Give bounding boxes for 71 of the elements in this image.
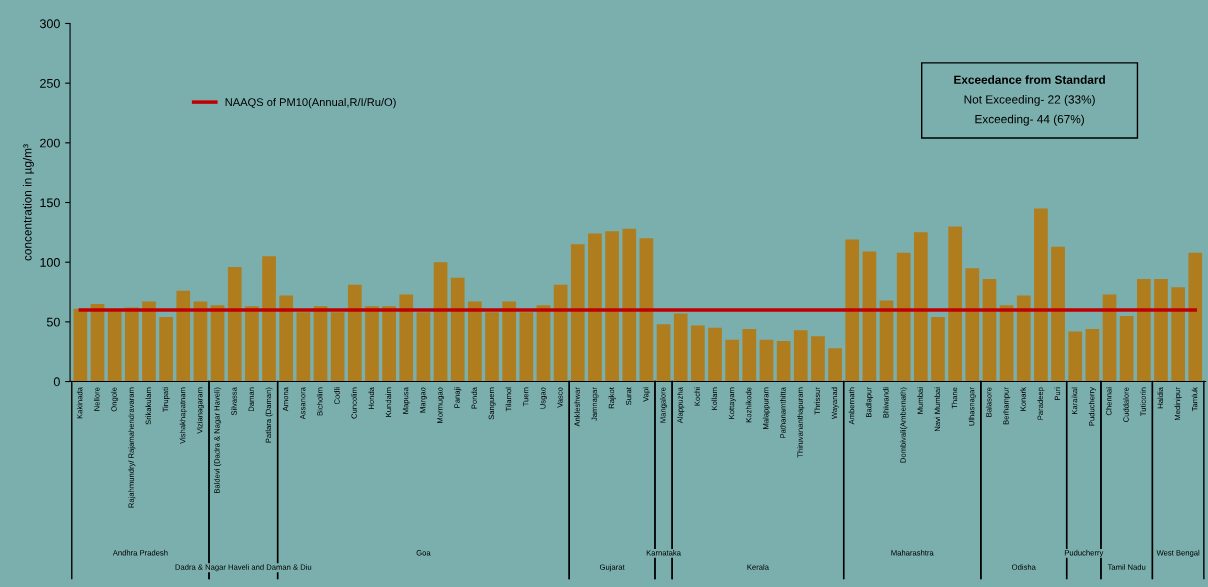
bar bbox=[73, 308, 88, 382]
y-tick-label: 250 bbox=[40, 78, 60, 88]
bar bbox=[296, 312, 311, 382]
bar bbox=[811, 336, 825, 382]
bar bbox=[742, 329, 757, 382]
bar bbox=[485, 312, 499, 382]
bar bbox=[330, 312, 345, 382]
bar bbox=[1188, 252, 1203, 382]
legend-label: NAAQS of PM10(Annual,R/I/Ru/O) bbox=[225, 97, 396, 109]
bar bbox=[913, 232, 928, 382]
bar bbox=[382, 306, 396, 382]
bar bbox=[656, 324, 671, 382]
bar bbox=[1119, 315, 1134, 382]
y-tick-label: 50 bbox=[46, 317, 60, 327]
y-axis-title: concentration in µg/m³ bbox=[22, 144, 34, 261]
bar bbox=[793, 330, 808, 382]
bar bbox=[725, 339, 740, 382]
bar bbox=[691, 325, 705, 382]
bar bbox=[879, 300, 894, 382]
bar bbox=[708, 327, 722, 382]
bar bbox=[845, 239, 860, 382]
bar bbox=[227, 266, 242, 382]
bar bbox=[1171, 287, 1185, 382]
bar bbox=[1034, 208, 1048, 382]
bar bbox=[245, 306, 259, 382]
bar bbox=[982, 278, 997, 382]
bar bbox=[605, 231, 619, 382]
bar bbox=[176, 290, 191, 382]
bar bbox=[468, 301, 482, 382]
bar bbox=[107, 311, 122, 382]
bar bbox=[1085, 329, 1100, 382]
y-tick-label: 100 bbox=[40, 257, 60, 267]
y-tick-label: 300 bbox=[39, 19, 60, 29]
y-tick-label: 200 bbox=[40, 138, 60, 148]
bar bbox=[965, 268, 980, 382]
bar bbox=[639, 238, 654, 382]
bar bbox=[347, 284, 362, 382]
bar bbox=[862, 251, 877, 382]
bar bbox=[416, 312, 431, 382]
bar bbox=[262, 256, 276, 382]
annotation: Exceeding- 44 (67%) bbox=[975, 114, 1084, 126]
bar bbox=[1051, 246, 1065, 382]
bar bbox=[553, 284, 568, 382]
bar bbox=[450, 277, 465, 382]
bar bbox=[1068, 331, 1083, 382]
bar bbox=[896, 252, 911, 382]
bar bbox=[502, 301, 517, 382]
y-tick-label: 150 bbox=[40, 198, 60, 208]
bar bbox=[759, 339, 774, 382]
bar bbox=[1102, 294, 1117, 382]
bar bbox=[776, 340, 791, 382]
bar bbox=[519, 312, 534, 382]
bar bbox=[1136, 278, 1151, 382]
bar bbox=[570, 244, 585, 382]
bar bbox=[279, 295, 294, 382]
bar bbox=[142, 301, 156, 382]
bar bbox=[931, 317, 945, 382]
annotation: Not Exceeding- 22 (33%) bbox=[964, 94, 1095, 106]
bar bbox=[399, 294, 414, 382]
bar bbox=[159, 317, 173, 382]
bar bbox=[433, 262, 448, 382]
bar bbox=[588, 233, 602, 382]
y-tick-label: 0 bbox=[53, 377, 60, 387]
bar bbox=[1016, 295, 1031, 382]
bar bbox=[622, 228, 637, 382]
annotation: Exceedance from Standard bbox=[954, 75, 1105, 84]
bar bbox=[365, 306, 379, 382]
bar bbox=[948, 226, 963, 382]
bar bbox=[828, 348, 842, 382]
bar bbox=[1154, 278, 1168, 382]
bar bbox=[673, 313, 688, 382]
